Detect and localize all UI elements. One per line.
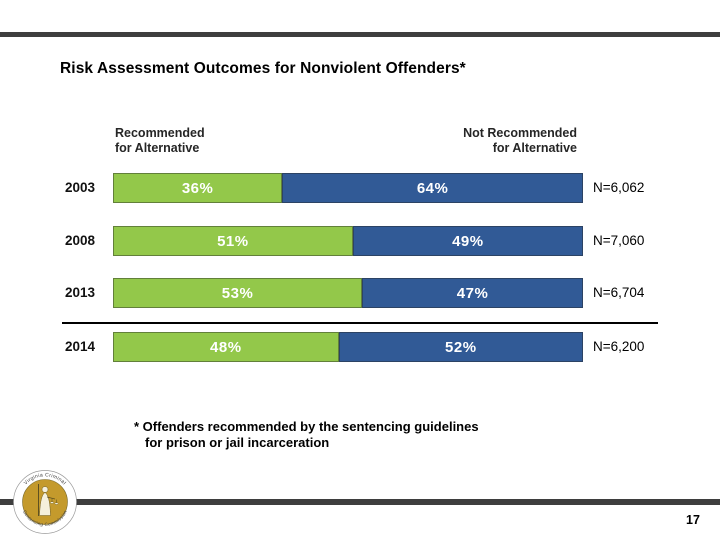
bar-segment-recommended: 51% — [113, 226, 353, 256]
n-label: N=7,060 — [593, 233, 645, 248]
bottom-rule — [0, 499, 720, 505]
bar-value-label: 47% — [456, 284, 489, 302]
bar-segment-not-recommended: 49% — [352, 226, 583, 256]
year-label: 2014 — [64, 339, 96, 354]
stacked-bar: 36% 64% — [113, 173, 583, 203]
bar-segment-not-recommended: 47% — [362, 278, 583, 308]
chart-row-2014: 2014 48% 52% N=6,200 — [0, 332, 720, 362]
column-header-recommended: Recommended for Alternative — [115, 126, 245, 155]
footnote: * Offenders recommended by the sentencin… — [134, 419, 479, 450]
top-rule — [0, 32, 720, 37]
bar-segment-recommended: 48% — [113, 332, 339, 362]
column-header-line: Not Recommended — [463, 126, 577, 140]
lady-justice-figure — [38, 484, 59, 516]
chart-row-2003: 2003 36% 64% N=6,062 — [0, 173, 720, 203]
n-label: N=6,704 — [593, 285, 645, 300]
column-header-line: for Alternative — [115, 140, 200, 155]
stacked-bar: 51% 49% — [113, 226, 583, 256]
column-header-line: for Alternative — [492, 140, 577, 155]
bar-value-label: 48% — [210, 338, 242, 356]
year-label: 2008 — [64, 233, 96, 248]
chart-row-2008: 2008 51% 49% N=7,060 — [0, 226, 720, 256]
bar-segment-not-recommended: 52% — [338, 332, 583, 362]
bar-value-label: 53% — [221, 284, 254, 302]
bar-segment-recommended: 36% — [113, 173, 283, 203]
n-label: N=6,200 — [593, 339, 645, 354]
bar-segment-not-recommended: 64% — [282, 173, 583, 203]
commission-seal-logo: Virginia Criminal Sentencing Commission — [13, 470, 77, 534]
bar-value-label: 49% — [452, 232, 484, 250]
year-label: 2003 — [64, 180, 96, 195]
stacked-bar: 53% 47% — [113, 278, 583, 308]
bar-value-label: 52% — [445, 338, 477, 356]
bar-segment-recommended: 53% — [113, 278, 363, 308]
footnote-line: for prison or jail incarceration — [145, 434, 330, 450]
page-title: Risk Assessment Outcomes for Nonviolent … — [60, 60, 466, 77]
column-header-line: Recommended — [115, 126, 205, 140]
page-number: 17 — [686, 513, 700, 527]
stacked-bar: 48% 52% — [113, 332, 583, 362]
bar-value-label: 51% — [217, 232, 249, 250]
bar-value-label: 36% — [181, 179, 214, 197]
column-header-not-recommended: Not Recommended for Alternative — [417, 126, 577, 155]
year-label: 2013 — [64, 285, 96, 300]
n-label: N=6,062 — [593, 180, 645, 195]
chart-row-2013: 2013 53% 47% N=6,704 — [0, 278, 720, 308]
row-separator-line — [62, 322, 658, 324]
bar-value-label: 64% — [416, 179, 449, 197]
footnote-line: * Offenders recommended by the sentencin… — [134, 419, 479, 434]
